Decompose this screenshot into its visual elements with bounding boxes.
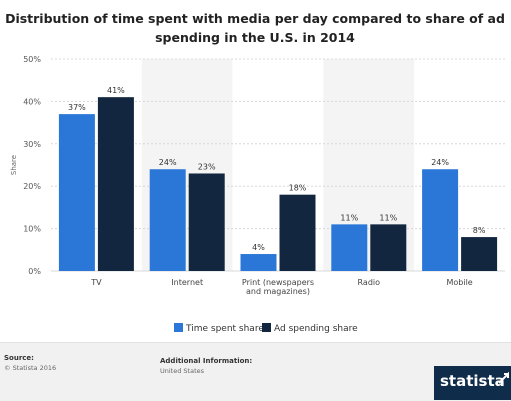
x-category-label: Mobile <box>446 278 472 287</box>
chart: Distribution of time spent with media pe… <box>5 11 505 334</box>
bar-time-spent[interactable] <box>331 224 368 271</box>
x-category-label: Internet <box>171 278 203 287</box>
chart-title-line-2: spending in the U.S. in 2014 <box>155 30 355 45</box>
data-label: 37% <box>68 103 86 112</box>
bar-time-spent[interactable] <box>240 254 277 271</box>
data-label: 11% <box>379 213 397 222</box>
statista-logo-text: statista <box>440 372 505 390</box>
x-category-label: Print (newspapers <box>242 278 314 287</box>
y-tick-label: 30% <box>23 140 41 149</box>
x-category-label: Radio <box>358 278 381 287</box>
y-tick-label: 40% <box>23 97 41 106</box>
data-label: 41% <box>107 86 125 95</box>
legend-swatch[interactable] <box>174 323 183 332</box>
statista-logo-icon <box>498 371 509 384</box>
statista-logo[interactable] <box>434 366 511 400</box>
bar-time-spent[interactable] <box>149 169 186 271</box>
legend-label[interactable]: Ad spending share <box>274 324 358 334</box>
y-tick-label: 50% <box>23 55 41 64</box>
bar-ad-spending[interactable] <box>461 237 498 271</box>
footer: Source: © Statista 2016 Additional Infor… <box>0 342 511 401</box>
legend-swatch[interactable] <box>262 323 271 332</box>
y-axis-label: Share <box>10 155 18 175</box>
data-label: 23% <box>198 162 216 171</box>
additional-info-heading: Additional Information: <box>160 357 253 365</box>
legend-label[interactable]: Time spent share <box>185 324 264 334</box>
data-label: 24% <box>159 158 177 167</box>
bar-ad-spending[interactable] <box>97 97 134 271</box>
bar-time-spent[interactable] <box>422 169 459 271</box>
bar-ad-spending[interactable] <box>370 224 407 271</box>
x-category-label: TV <box>90 278 102 287</box>
bar-time-spent[interactable] <box>58 114 95 272</box>
x-category-label: and magazines) <box>246 287 310 296</box>
data-label: 18% <box>289 184 307 193</box>
chart-title-line-1: Distribution of time spent with media pe… <box>5 11 505 26</box>
data-label: 24% <box>431 158 449 167</box>
data-label: 11% <box>340 213 358 222</box>
y-tick-label: 20% <box>23 182 41 191</box>
bar-ad-spending[interactable] <box>279 194 316 271</box>
y-tick-label: 10% <box>23 225 41 234</box>
source-text[interactable]: © Statista 2016 <box>4 364 57 372</box>
source-heading: Source: <box>4 354 34 362</box>
data-label: 8% <box>473 226 486 235</box>
bar-ad-spending[interactable] <box>188 173 225 271</box>
y-tick-label: 0% <box>28 267 41 276</box>
data-label: 4% <box>252 243 265 252</box>
additional-info-text: United States <box>160 367 205 375</box>
